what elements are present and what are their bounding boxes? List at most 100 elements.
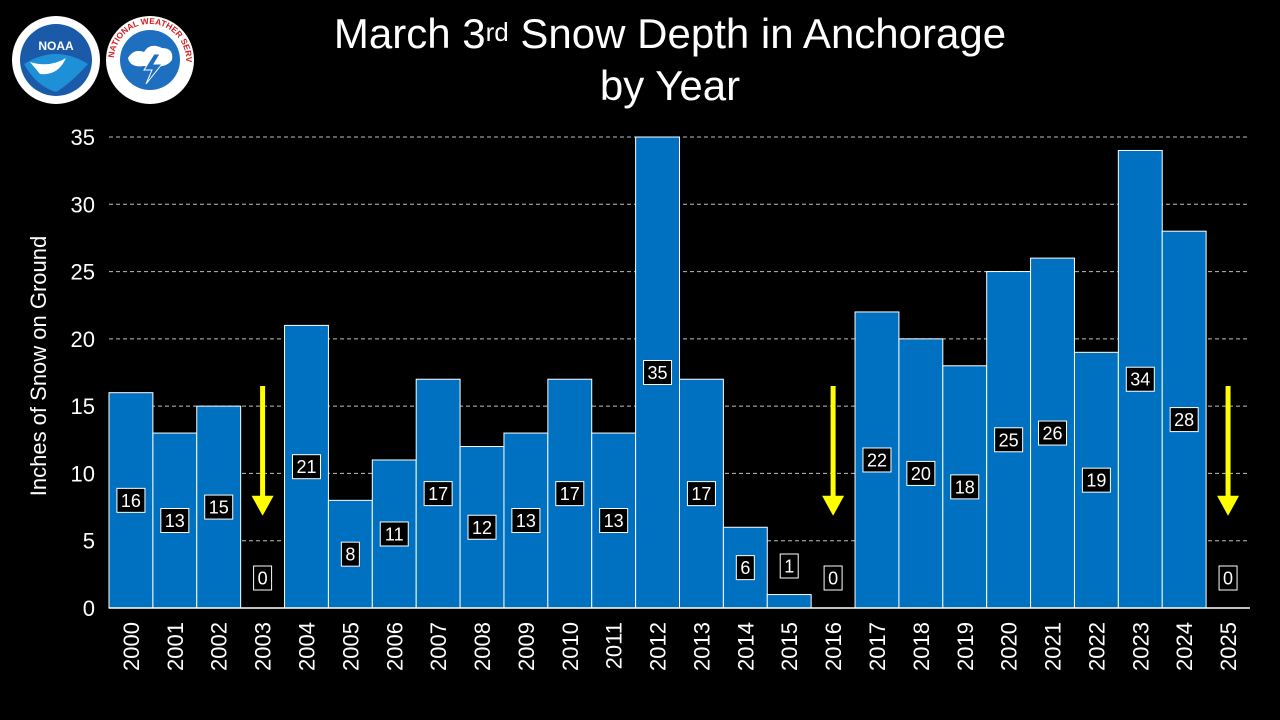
data-label-text: 26 — [1043, 424, 1063, 444]
data-label-2025: 0 — [1218, 565, 1238, 591]
y-tick-label: 15 — [71, 394, 95, 419]
data-label-text: 25 — [999, 430, 1019, 450]
x-tick-label: 2000 — [119, 622, 144, 671]
data-label-2010: 17 — [555, 481, 585, 507]
data-label-text: 20 — [911, 464, 931, 484]
data-label-box — [204, 494, 234, 520]
data-label-2023: 34 — [1125, 366, 1155, 392]
data-label-2015: 1 — [779, 553, 799, 579]
data-label-box — [116, 487, 146, 513]
x-tick-label: 2019 — [953, 622, 978, 671]
data-label-box — [1081, 467, 1111, 493]
data-label-2021: 26 — [1038, 420, 1068, 446]
data-label-2014: 6 — [735, 555, 755, 581]
data-label-box — [950, 474, 980, 500]
y-tick-label: 5 — [83, 529, 95, 554]
x-tick-label: 2022 — [1084, 622, 1109, 671]
data-label-2000: 16 — [116, 487, 146, 513]
arrow-2025 — [1217, 385, 1240, 516]
arrow-head — [822, 495, 845, 516]
x-tick-label: 2001 — [163, 622, 188, 671]
data-label-text: 13 — [516, 511, 536, 531]
data-label-text: 15 — [209, 498, 229, 518]
y-tick-label: 20 — [71, 327, 95, 352]
nws-logo: NATIONAL WEATHER SERVICE — [104, 14, 194, 104]
data-label-2019: 18 — [950, 474, 980, 500]
data-label-text: 13 — [604, 511, 624, 531]
x-tick-label: 2006 — [382, 622, 407, 671]
data-label-2008: 12 — [467, 514, 497, 540]
data-label-text: 11 — [385, 524, 404, 544]
x-tick-label: 2016 — [821, 622, 846, 671]
zero-arrows — [251, 385, 1240, 516]
data-label-box — [1169, 407, 1199, 433]
data-labels: 16 13 15 0 21 8 11 17 12 13 17 13 35 17 6 1 0 22 20 18 25 26 1… — [116, 360, 1238, 591]
data-label-text: 0 — [1223, 569, 1233, 589]
x-tick-label: 2009 — [514, 622, 539, 671]
data-label-text: 13 — [165, 511, 185, 531]
bars — [108, 136, 1207, 609]
chart-title: March 3rd Snow Depth in Anchorage by Yea… — [200, 8, 1140, 112]
noaa-logo-text: NOAA — [38, 39, 74, 53]
x-tick-label: 2021 — [1041, 622, 1066, 671]
data-label-2009: 13 — [511, 508, 541, 534]
data-label-text: 22 — [867, 450, 887, 470]
data-label-2017: 22 — [862, 447, 892, 473]
data-label-box — [735, 555, 755, 581]
x-tick-label: 2013 — [689, 622, 714, 671]
data-label-2004: 21 — [291, 454, 321, 480]
data-label-box — [779, 553, 799, 579]
x-tick-label: 2014 — [733, 622, 758, 671]
arrow-2003 — [251, 385, 274, 516]
data-label-text: 0 — [828, 569, 838, 589]
data-label-box — [423, 481, 453, 507]
arrow-head — [1217, 495, 1240, 516]
data-label-box — [1038, 420, 1068, 446]
data-label-text: 8 — [345, 545, 355, 565]
y-axis-label: Inches of Snow on Ground — [26, 236, 51, 497]
data-label-box — [823, 565, 843, 591]
data-label-2022: 19 — [1081, 467, 1111, 493]
x-tick-label: 2003 — [251, 622, 276, 671]
title-line1-pre: March 3 — [333, 10, 486, 57]
x-tick-label: 2005 — [338, 622, 363, 671]
data-label-2005: 8 — [340, 541, 360, 567]
x-tick-label: 2020 — [997, 622, 1022, 671]
data-label-box — [599, 508, 629, 534]
data-label-2007: 17 — [423, 481, 453, 507]
data-label-box — [994, 427, 1024, 453]
noaa-logo: NOAA — [12, 16, 100, 104]
data-label-2016: 0 — [823, 565, 843, 591]
x-tick-label: 2025 — [1216, 622, 1241, 671]
arrow-head — [251, 495, 274, 516]
data-label-2018: 20 — [906, 460, 936, 486]
data-label-box — [643, 360, 673, 385]
y-tick-label: 10 — [71, 461, 95, 486]
x-tick-label: 2011 — [602, 622, 627, 669]
data-label-text: 35 — [648, 363, 668, 383]
data-label-2011: 13 — [599, 508, 629, 534]
data-label-box — [291, 454, 321, 480]
x-tick-label: 2012 — [646, 622, 671, 671]
title-line1-sup: rd — [485, 17, 509, 47]
data-label-box — [862, 447, 892, 473]
arrow-2016 — [822, 385, 845, 516]
y-tick-label: 30 — [71, 192, 95, 217]
y-tick-label: 0 — [83, 596, 95, 621]
data-label-text: 34 — [1130, 370, 1150, 390]
data-label-box — [1125, 366, 1155, 392]
data-label-text: 17 — [428, 484, 448, 504]
bar-2015 — [766, 594, 812, 609]
x-tick-label: 2007 — [426, 622, 451, 671]
data-label-box — [906, 460, 936, 486]
data-label-box — [467, 514, 497, 540]
data-label-text: 16 — [121, 491, 141, 511]
data-label-2020: 25 — [994, 427, 1024, 453]
data-label-text: 28 — [1174, 410, 1194, 430]
y-tick-label: 35 — [71, 125, 95, 150]
data-label-box — [160, 508, 190, 534]
x-tick-label: 2024 — [1172, 622, 1197, 671]
x-tick-label: 2015 — [777, 622, 802, 671]
